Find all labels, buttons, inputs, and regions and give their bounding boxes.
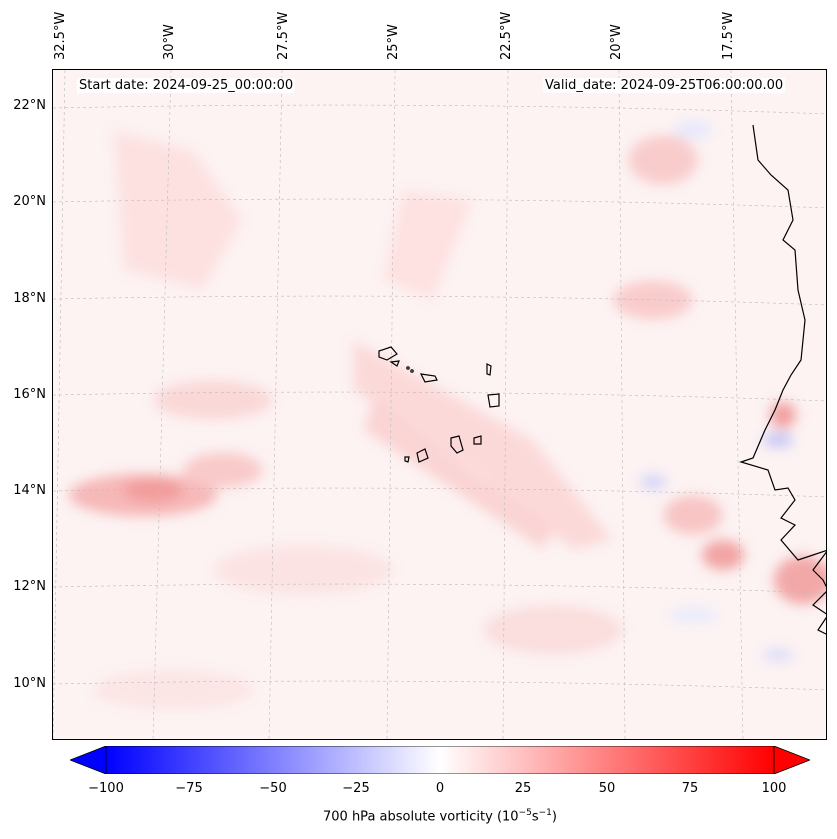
colorbar-gradient — [105, 746, 775, 774]
colorbar-tick-25: 25 — [514, 781, 532, 796]
lon-label-32-5w: 32.5°W — [53, 11, 68, 60]
lat-label-18n: 18°N — [13, 291, 46, 306]
lon-label-27-5w: 27.5°W — [276, 11, 291, 60]
vorticity-field — [53, 70, 826, 739]
lon-label-25w: 25°W — [386, 24, 401, 60]
start-date-label: Start date: 2024-09-25_00:00:00 — [77, 78, 296, 93]
colorbar-max-extend — [773, 746, 810, 774]
colorbar-tick-50: 50 — [598, 781, 616, 796]
map-panel[interactable] — [52, 69, 827, 740]
valid-date-label: Valid_date: 2024-09-25T06:00:00.00 — [543, 78, 786, 93]
lat-label-22n: 22°N — [13, 98, 46, 113]
vorticity-map[interactable] — [53, 70, 827, 740]
colorbar-tick-0: 0 — [435, 781, 445, 796]
lon-label-17-5w: 17.5°W — [721, 11, 736, 60]
lat-label-14n: 14°N — [13, 483, 46, 498]
lon-label-22-5w: 22.5°W — [499, 11, 514, 60]
lon-label-30w: 30°W — [162, 24, 177, 60]
lat-label-10n: 10°N — [13, 676, 46, 691]
colorbar-tick-minus-100: −100 — [88, 781, 124, 796]
colorbar-tick-100: 100 — [761, 781, 787, 796]
cape-verde-islands — [378, 346, 500, 463]
lat-label-12n: 12°N — [13, 579, 46, 594]
lat-label-16n: 16°N — [13, 387, 46, 402]
colorbar-tick-minus-25: −25 — [342, 781, 370, 796]
colorbar-min-extend — [70, 746, 107, 774]
colorbar-tick-minus-75: −75 — [175, 781, 203, 796]
vorticity-colorbar — [70, 746, 810, 774]
map-gridlines — [53, 70, 826, 739]
colorbar-tick-75: 75 — [681, 781, 699, 796]
colorbar-label: 700 hPa absolute vorticity (10−5s−1) — [323, 808, 557, 825]
lon-label-20w: 20°W — [609, 24, 624, 60]
lat-label-20n: 20°N — [13, 194, 46, 209]
africa-coastline — [739, 124, 826, 635]
colorbar-tick-minus-50: −50 — [259, 781, 287, 796]
